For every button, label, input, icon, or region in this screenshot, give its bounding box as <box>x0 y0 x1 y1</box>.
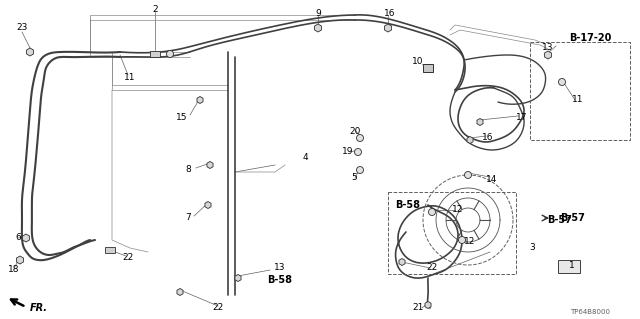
Text: B-17-20: B-17-20 <box>569 33 611 43</box>
Bar <box>423 64 433 72</box>
Circle shape <box>166 50 173 57</box>
Polygon shape <box>425 301 431 308</box>
Polygon shape <box>197 97 203 103</box>
Text: 6: 6 <box>15 234 21 242</box>
Bar <box>105 247 115 253</box>
Text: 19: 19 <box>342 147 354 157</box>
Text: TP64B8000: TP64B8000 <box>570 309 610 315</box>
Circle shape <box>356 167 364 174</box>
Polygon shape <box>177 288 183 295</box>
Text: 16: 16 <box>483 133 493 143</box>
Circle shape <box>355 149 362 155</box>
Text: 12: 12 <box>452 205 464 214</box>
Bar <box>388 192 516 274</box>
Polygon shape <box>399 258 405 265</box>
Text: 5: 5 <box>351 174 357 182</box>
Polygon shape <box>314 24 321 32</box>
Text: B-57: B-57 <box>548 215 572 225</box>
Text: 20: 20 <box>349 128 361 137</box>
Text: 13: 13 <box>275 263 285 272</box>
Text: 11: 11 <box>124 73 136 83</box>
Circle shape <box>559 78 566 85</box>
Polygon shape <box>17 256 24 264</box>
Text: 15: 15 <box>176 114 188 122</box>
Polygon shape <box>26 48 33 56</box>
Text: B-58: B-58 <box>396 200 420 210</box>
Polygon shape <box>207 161 213 168</box>
Circle shape <box>465 172 472 179</box>
Text: FR.: FR. <box>30 303 48 313</box>
Polygon shape <box>545 51 552 59</box>
Text: 21: 21 <box>412 303 424 313</box>
Text: 23: 23 <box>16 24 28 33</box>
Text: 17: 17 <box>516 114 528 122</box>
Bar <box>150 51 160 57</box>
Text: 12: 12 <box>464 238 476 247</box>
Text: B-57: B-57 <box>560 213 585 223</box>
Text: 22: 22 <box>122 254 134 263</box>
Circle shape <box>356 135 364 142</box>
Circle shape <box>429 209 435 216</box>
Polygon shape <box>205 202 211 209</box>
Text: 22: 22 <box>212 303 223 313</box>
Text: 11: 11 <box>572 95 584 105</box>
Text: 4: 4 <box>302 153 308 162</box>
Text: 2: 2 <box>152 5 158 14</box>
Text: 16: 16 <box>384 9 396 18</box>
Circle shape <box>458 236 465 243</box>
Text: 18: 18 <box>8 265 20 275</box>
Polygon shape <box>477 118 483 125</box>
Polygon shape <box>467 137 473 144</box>
Bar <box>558 260 580 273</box>
Text: 9: 9 <box>315 9 321 18</box>
Text: 3: 3 <box>529 243 535 253</box>
Text: 10: 10 <box>412 57 424 66</box>
Polygon shape <box>235 275 241 281</box>
Polygon shape <box>22 234 29 242</box>
Text: 8: 8 <box>185 166 191 174</box>
Text: 22: 22 <box>426 263 438 272</box>
Bar <box>530 42 630 140</box>
Text: 13: 13 <box>542 43 554 53</box>
Text: 7: 7 <box>185 213 191 222</box>
Text: 1: 1 <box>569 261 575 270</box>
Text: 14: 14 <box>486 175 498 184</box>
Text: B-58: B-58 <box>268 275 292 285</box>
Polygon shape <box>385 24 392 32</box>
